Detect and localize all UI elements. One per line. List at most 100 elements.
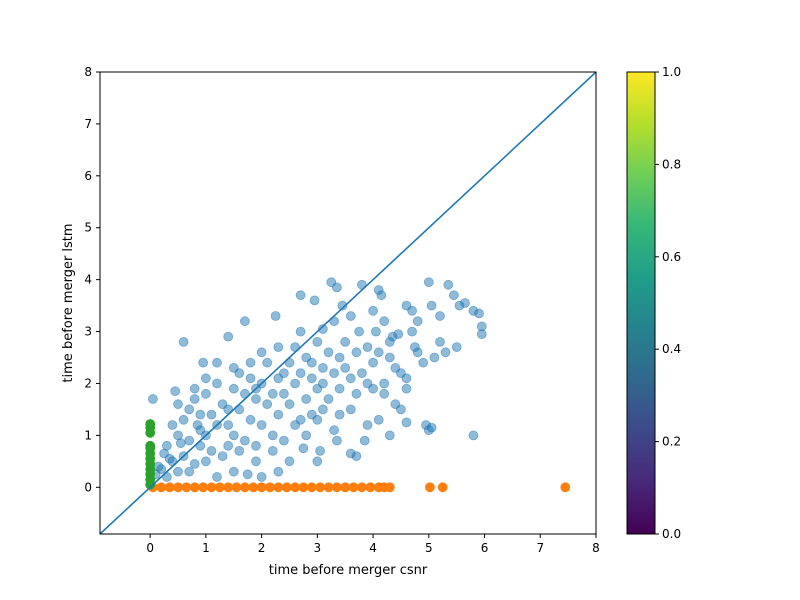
y-tick-label: 2 (84, 376, 92, 390)
scatter-point-s0 (206, 409, 217, 420)
scatter-point-s0 (290, 378, 301, 389)
scatter-point-s0 (423, 277, 434, 288)
scatter-point-s0 (270, 311, 281, 321)
scatter-point-s0 (373, 347, 384, 358)
scatter-point-s0 (315, 445, 326, 456)
scatter-point-s0 (301, 394, 312, 404)
scatter-point-s0 (351, 388, 362, 399)
scatter-point-s0 (426, 300, 437, 311)
scatter-point-s0 (184, 435, 195, 446)
scatter-point-s0 (345, 404, 356, 415)
scatter-point-s0 (234, 445, 245, 456)
scatter-point-s0 (198, 357, 209, 368)
scatter-point-s0 (345, 311, 356, 321)
scatter-point-s0 (242, 469, 253, 480)
scatter-point-s0 (184, 404, 195, 415)
scatter-point-s0 (251, 394, 261, 404)
scatter-point-s1 (206, 482, 217, 493)
scatter-point-s0 (173, 466, 183, 477)
scatter-point-s1 (323, 482, 334, 493)
colorbar-ticks: 0.0 0.2 0.4 0.6 0.8 1.0 (655, 65, 681, 541)
scatter-point-s0 (476, 329, 487, 340)
scatter-point-s1 (281, 482, 292, 493)
scatter-point-s0 (195, 425, 206, 436)
scatter-point-s0 (340, 362, 351, 373)
scatter-point-s0 (334, 383, 345, 394)
scatter-point-s1 (189, 482, 200, 493)
y-tick-label: 5 (84, 221, 92, 235)
scatter-point-s0 (295, 290, 306, 301)
scatter-point-s1 (348, 482, 359, 493)
scatter-point-s0 (407, 326, 418, 337)
scatter-point-s0 (262, 399, 273, 410)
scatter-point-s0 (379, 388, 390, 399)
scatter-point-s0 (351, 347, 362, 358)
scatter-point-s0 (429, 352, 440, 363)
y-tick-label: 0 (84, 480, 92, 494)
scatter-point-s0 (267, 388, 278, 399)
scatter-point-s0 (373, 414, 384, 425)
scatter-point-s1 (173, 482, 183, 493)
scatter-point-s0 (401, 373, 412, 384)
scatter-point-s0 (173, 399, 183, 410)
x-axis-label: time before merger csnr (269, 563, 428, 578)
scatter-point-s1 (340, 482, 351, 493)
colorbar-tick-label: 1.0 (662, 65, 681, 79)
data-points (145, 277, 571, 493)
scatter-point-s1 (273, 482, 284, 493)
scatter-point-s0 (379, 316, 390, 327)
scatter-point-s0 (245, 373, 256, 384)
scatter-point-s0 (395, 404, 406, 415)
scatter-point-s0 (407, 305, 418, 316)
y-tick-label: 8 (84, 65, 92, 79)
scatter-point-s2 (145, 419, 156, 429)
scatter-point-s0 (245, 357, 256, 368)
scatter-point-s0 (251, 440, 261, 451)
scatter-point-s0 (228, 430, 239, 441)
scatter-point-s0 (384, 336, 395, 347)
scatter-point-s0 (412, 316, 423, 327)
scatter-point-s0 (295, 326, 306, 337)
scatter-point-s0 (278, 435, 289, 446)
scatter-point-s0 (418, 357, 429, 368)
scatter-point-s1 (198, 482, 209, 493)
y-tick-label: 4 (84, 273, 92, 287)
scatter-point-s0 (295, 368, 306, 379)
scatter-point-s0 (159, 448, 170, 459)
scatter-point-s1 (214, 482, 225, 493)
scatter-point-s0 (474, 308, 484, 319)
scatter-point-s0 (460, 298, 470, 308)
scatter-point-s0 (239, 316, 250, 327)
scatter-point-s0 (317, 362, 328, 373)
x-axis-ticks: 0 1 2 3 4 5 6 7 8 (146, 534, 600, 555)
scatter-point-s0 (239, 435, 250, 446)
scatter-point-s0 (189, 394, 200, 404)
scatter-point-s0 (278, 388, 289, 399)
scatter-point-s0 (435, 311, 445, 321)
colorbar-tick-label: 0.4 (662, 342, 681, 356)
scatter-point-s0 (368, 305, 379, 316)
scatter-point-s0 (228, 383, 239, 394)
colorbar (626, 71, 656, 535)
colorbar-tick-label: 0.8 (662, 157, 681, 171)
colorbar-tick-label: 0.0 (662, 527, 681, 541)
scatter-point-s0 (334, 409, 345, 420)
scatter-point-s0 (379, 378, 390, 389)
scatter-point-s0 (262, 357, 273, 368)
plot-frame (99, 71, 597, 535)
scatter-point-s0 (273, 342, 284, 353)
scatter-point-s0 (212, 471, 222, 482)
scatter-point-s1 (365, 482, 376, 493)
scatter-point-s0 (273, 466, 284, 477)
scatter-point-s0 (329, 368, 340, 379)
scatter-point-s0 (370, 326, 381, 337)
scatter-point-s1 (265, 482, 275, 493)
scatter-point-s0 (267, 445, 278, 456)
y-tick-label: 1 (84, 428, 92, 442)
scatter-point-s0 (368, 357, 379, 368)
scatter-point-s0 (312, 456, 323, 467)
x-tick-label: 3 (314, 541, 322, 555)
scatter-point-s0 (356, 368, 367, 379)
scatter-point-s2 (145, 440, 156, 451)
scatter-point-s0 (468, 430, 479, 441)
